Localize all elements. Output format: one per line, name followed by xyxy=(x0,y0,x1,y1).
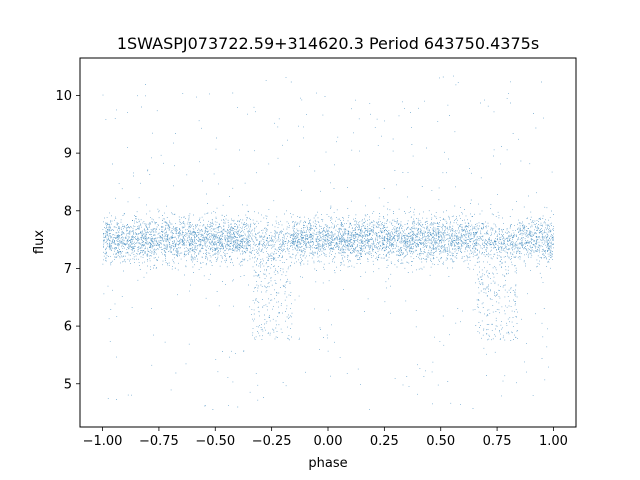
x-tick-label: −0.25 xyxy=(252,434,292,449)
data-points xyxy=(102,75,554,410)
scatter-series xyxy=(102,75,554,410)
y-tick-label: 7 xyxy=(64,262,72,277)
x-tick-label: 0.50 xyxy=(426,434,455,449)
y-tick-label: 6 xyxy=(64,320,72,335)
chart-title: 1SWASPJ073722.59+314620.3 Period 643750.… xyxy=(117,34,539,53)
y-axis: 5 6 7 8 9 10 xyxy=(55,89,80,392)
y-axis-label: flux xyxy=(32,230,47,254)
x-tick-label: −0.75 xyxy=(139,434,179,449)
x-tick-label: 0.00 xyxy=(314,434,343,449)
y-tick-label: 8 xyxy=(64,204,72,219)
x-axis-label: phase xyxy=(308,456,347,471)
x-axis: −1.00 −0.75 −0.50 −0.25 0.00 0.25 0.50 0.75 1.00 xyxy=(83,427,568,449)
x-tick-label: −0.50 xyxy=(195,434,235,449)
x-tick-label: 0.25 xyxy=(370,434,399,449)
y-tick-label: 5 xyxy=(64,377,72,392)
x-tick-label: 1.00 xyxy=(539,434,568,449)
x-tick-label: −1.00 xyxy=(83,434,123,449)
x-tick-label: 0.75 xyxy=(483,434,512,449)
y-tick-label: 10 xyxy=(55,89,72,104)
y-tick-label: 9 xyxy=(64,147,72,162)
